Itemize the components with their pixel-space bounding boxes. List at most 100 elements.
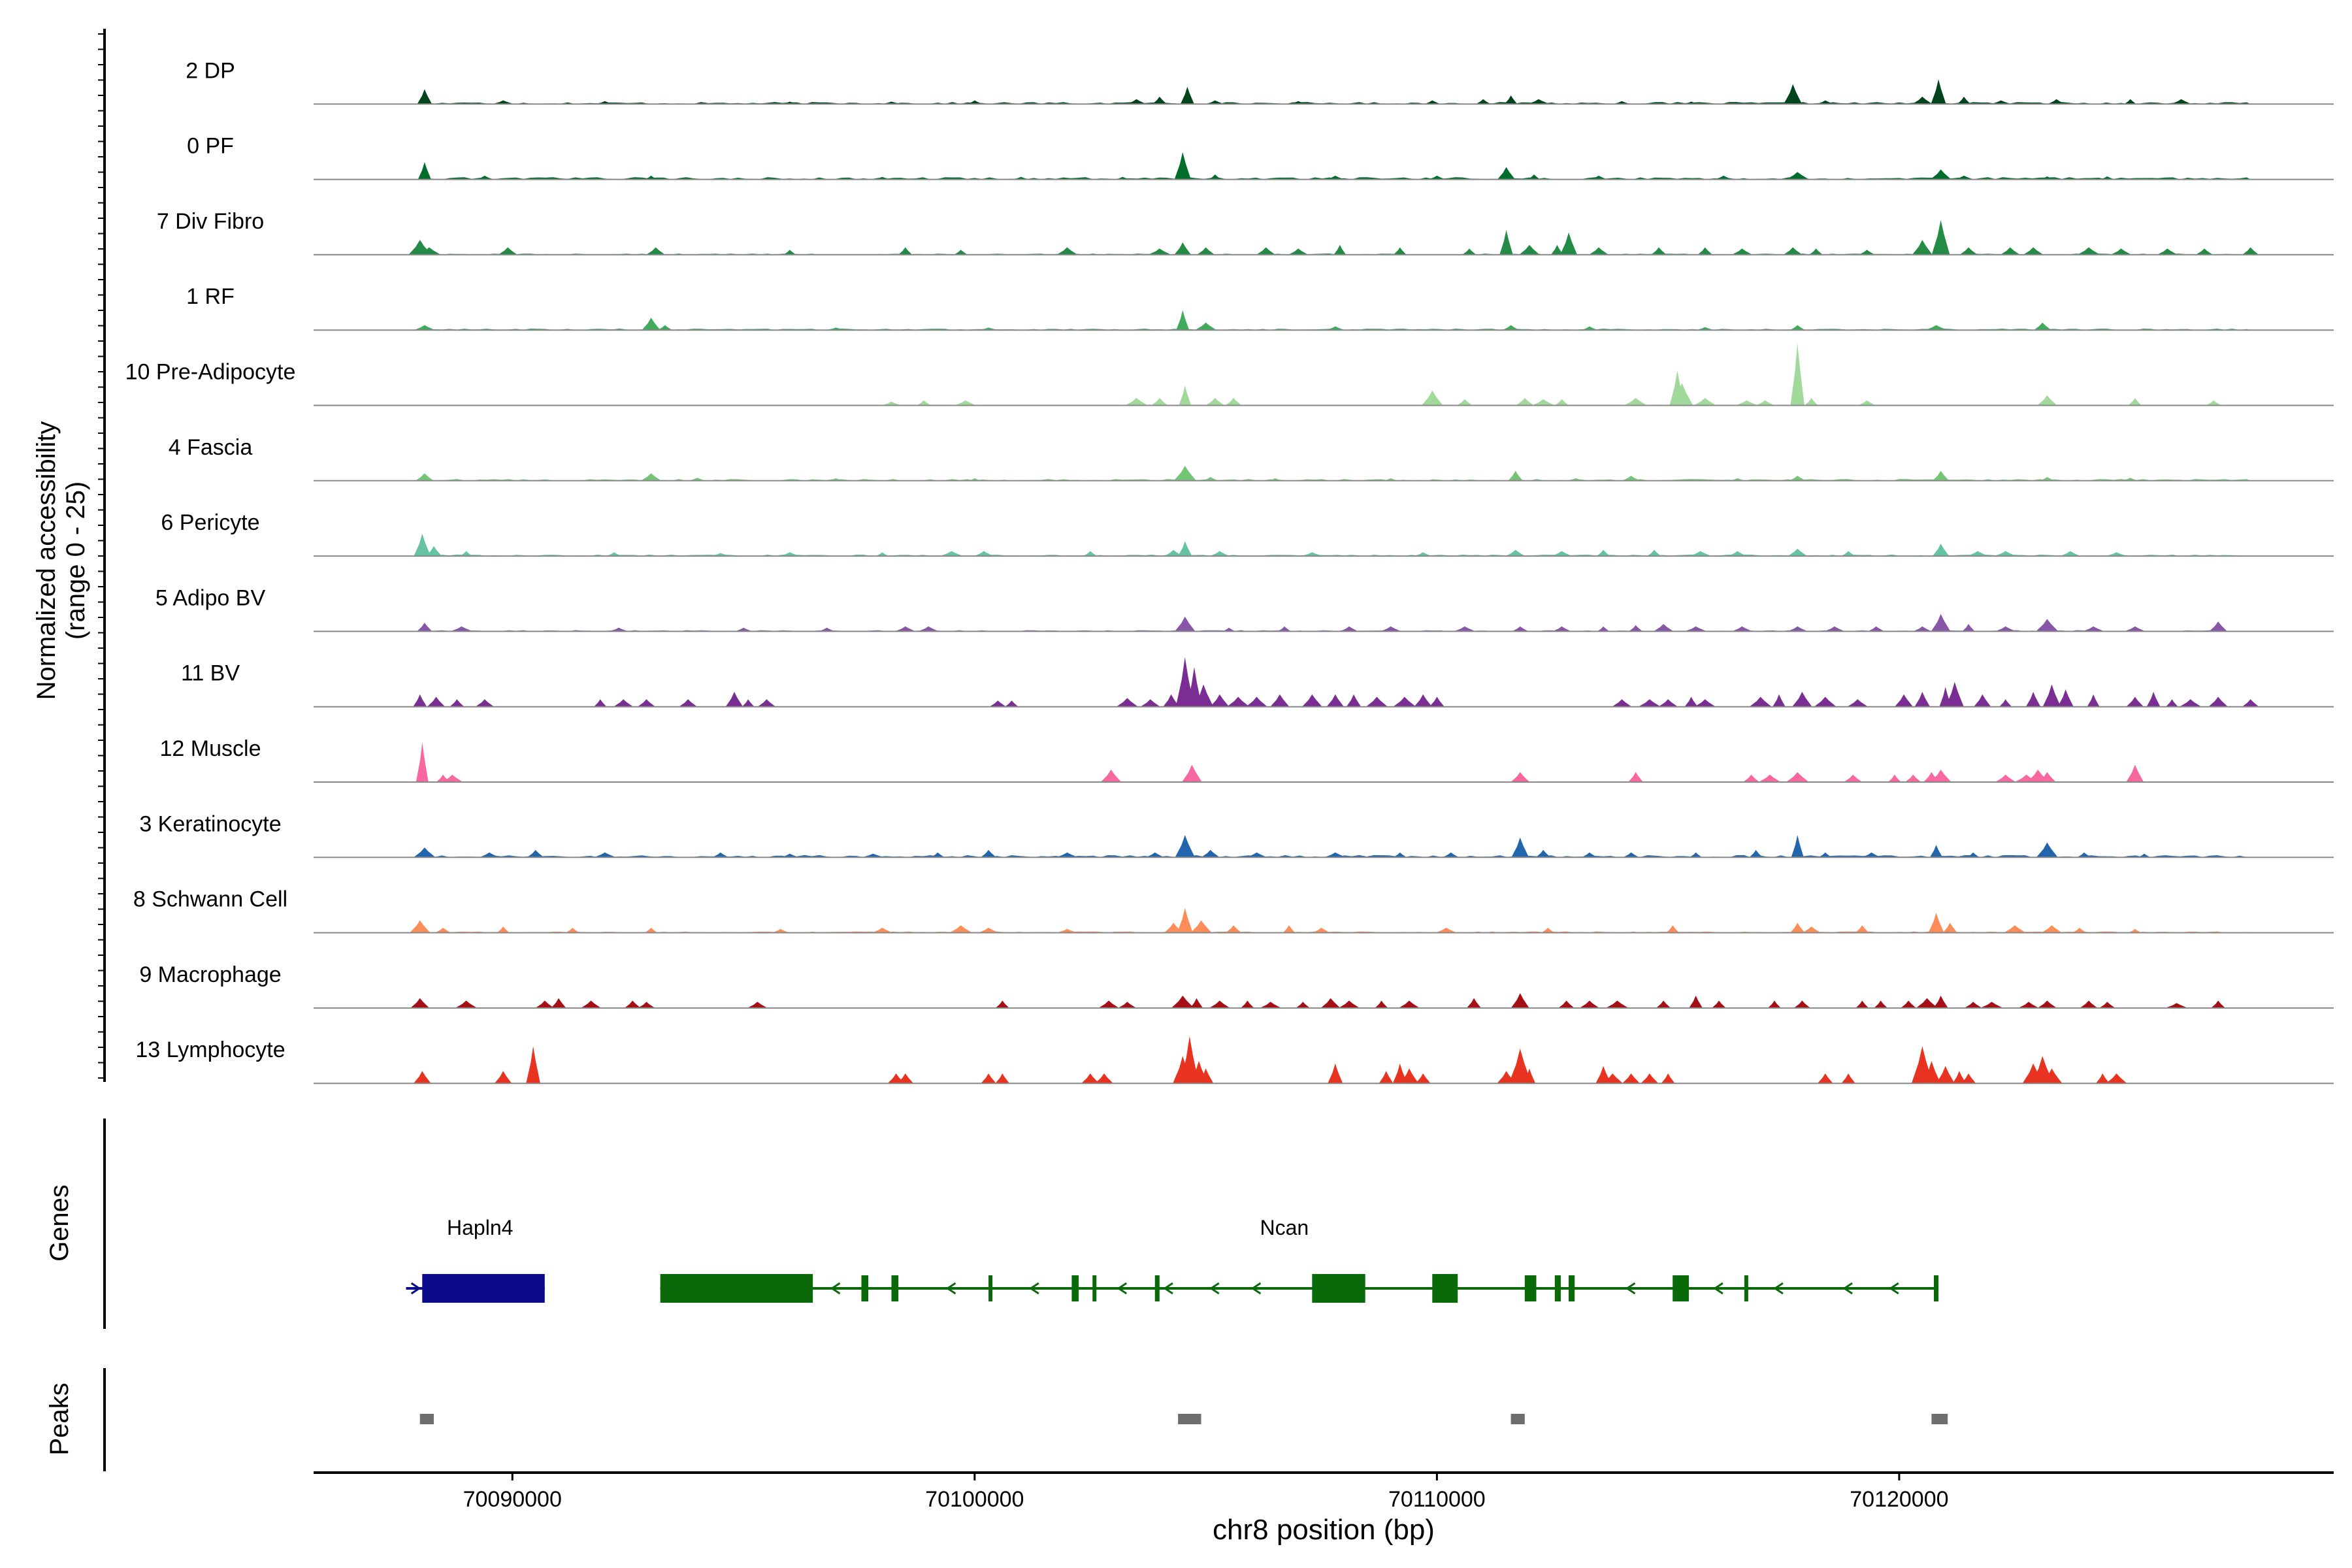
coverage-peak [410, 920, 431, 933]
coverage-peak [1964, 1002, 1982, 1008]
gene-exon [1554, 1275, 1561, 1301]
gene-exon [1673, 1275, 1689, 1301]
coverage-peak [1277, 626, 1291, 632]
coverage-peak [1671, 383, 1693, 406]
coverage-peak [1894, 694, 1913, 707]
coverage-peak [2126, 696, 2144, 707]
coverage-peak [1758, 774, 1781, 782]
coverage-peak [2110, 248, 2132, 255]
track-label: 9 Macrophage [139, 962, 281, 987]
coverage-peak [1506, 549, 1526, 557]
coverage-peak [1182, 764, 1202, 782]
coverage-peak [2242, 247, 2259, 255]
coverage-peak [1792, 691, 1812, 707]
track-label: 6 Pericyte [161, 510, 259, 535]
coverage-peak [1638, 699, 1661, 707]
gene-exon [861, 1275, 869, 1301]
coverage-peak [898, 247, 913, 255]
coverage-peak [644, 928, 658, 933]
peak-region [419, 1414, 434, 1424]
coverage-peak [2095, 1073, 2110, 1084]
coverage-peak [417, 162, 431, 180]
coverage-peak [1196, 247, 1215, 255]
coverage-peak [1641, 1073, 1659, 1084]
coverage-peak [1100, 770, 1122, 782]
coverage-peak [1282, 925, 1296, 933]
coverage-peak [2036, 842, 2058, 858]
coverage-peak [881, 401, 902, 406]
y-axis-title-line1: Normalized accessibility [32, 421, 61, 700]
coverage-peak [1118, 1002, 1137, 1008]
coverage-peak [1511, 993, 1529, 1008]
coverage-peak [1735, 400, 1758, 406]
coverage-peak [1693, 398, 1716, 406]
coverage-peak [642, 318, 661, 331]
track-7: 6 Pericyte [161, 510, 2334, 557]
coverage-peak [1554, 399, 1569, 406]
coverage-peak [747, 1002, 768, 1008]
coverage-peak [1624, 398, 1648, 406]
strand-arrow [1117, 1282, 1128, 1295]
coverage-peak [1338, 1000, 1360, 1008]
coverage-peak [725, 691, 743, 707]
coverage-peak [1005, 700, 1019, 707]
coverage-peak [535, 1000, 555, 1008]
coverage-peak [1789, 476, 1806, 481]
coverage-peak [2000, 247, 2020, 255]
coverage-peak [872, 928, 892, 933]
gene-label: Ncan [1260, 1216, 1309, 1239]
coverage-peak [2041, 1068, 2063, 1084]
coverage-peak [1083, 551, 1098, 557]
coverage-peak [1527, 99, 1550, 105]
coverage-peak [475, 699, 495, 707]
coverage-peak [2023, 247, 2044, 255]
coverage-peak [1222, 627, 1235, 632]
coverage-peak [1595, 1066, 1611, 1084]
track-label: 7 Div Fibro [157, 209, 264, 234]
coverage-peak [1622, 476, 1641, 481]
coverage-peak [1346, 694, 1362, 707]
coverage-peak [1666, 925, 1679, 933]
coverage-peak [1198, 1068, 1214, 1084]
coverage-peak [1209, 1000, 1230, 1008]
coverage-peak [2128, 928, 2142, 933]
coverage-peak [1867, 626, 1885, 632]
track-11: 3 Keratinocyte [139, 811, 2334, 858]
peak-region [1931, 1414, 1948, 1424]
coverage-peak [2146, 691, 2161, 707]
coverage-peak [413, 694, 427, 707]
track-label: 12 Muscle [160, 736, 261, 761]
coverage-peak [2018, 1002, 2039, 1008]
coverage-peak [2025, 691, 2041, 707]
coverage-peak [1454, 626, 1476, 632]
coverage-peak [1116, 698, 1138, 707]
coverage-peak [1684, 626, 1707, 632]
coverage-peak [2033, 322, 2051, 331]
coverage-peak [1789, 325, 1805, 331]
y-axis [98, 29, 106, 1082]
coverage-peak [2124, 626, 2146, 632]
coverage-peak [2165, 1003, 2188, 1008]
coverage-peak [415, 473, 434, 481]
coverage-peak [624, 1000, 641, 1008]
gene-exon [1092, 1275, 1097, 1301]
coverage-peak [427, 696, 446, 707]
coverage-peak [2124, 99, 2136, 105]
coverage-peak [1393, 696, 1416, 707]
coverage-peak [1380, 626, 1401, 632]
coverage-peak [2206, 400, 2221, 406]
gene-exon [1569, 1275, 1575, 1301]
coverage-peak [1476, 99, 1491, 105]
coverage-peak [1246, 696, 1267, 707]
coverage-peak [492, 100, 514, 105]
track-label: 0 PF [187, 134, 234, 159]
coverage-peak [1809, 248, 1823, 255]
coverage-peak [1056, 852, 1079, 858]
coverage-peak [1990, 100, 2012, 105]
coverage-peak [1333, 244, 1347, 255]
coverage-peak [1056, 247, 1078, 255]
coverage-peak [1790, 343, 1805, 406]
coverage-peak [1690, 852, 1702, 858]
coverage-peak [1094, 1073, 1113, 1084]
peak-region [1511, 1414, 1525, 1424]
